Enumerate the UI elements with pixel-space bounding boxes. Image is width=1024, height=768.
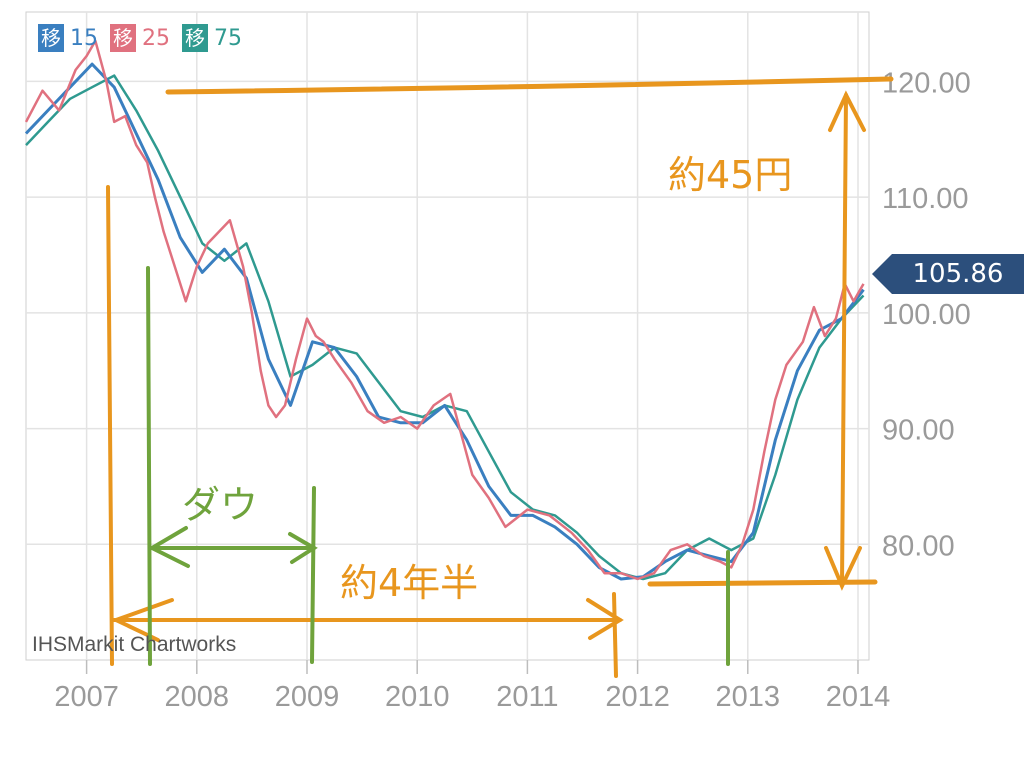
legend-item: 移 15 — [38, 24, 98, 52]
price-tag-shape — [872, 254, 1024, 294]
trough-line — [647, 579, 878, 587]
legend-item: 移 75 — [182, 24, 242, 52]
series-line-移15 — [24, 39, 865, 581]
x-tick-label: 2010 — [385, 681, 450, 713]
range-annotation: 約45円 — [668, 153, 792, 197]
y-tick-label: 120.00 — [882, 67, 971, 99]
x-tick-label: 2007 — [54, 681, 119, 713]
dow-annotation: ダウ — [182, 483, 258, 527]
dow-end-marker — [310, 486, 316, 664]
current-price-label: 105.86 — [912, 259, 1004, 289]
y-tick-label: 100.00 — [882, 299, 971, 331]
x-tick-label: 2011 — [496, 681, 558, 713]
y-tick-label: 90.00 — [882, 415, 955, 447]
duration-arrow-head-left — [110, 598, 174, 642]
legend-item: 移 25 — [110, 24, 170, 52]
x-tick-labels: 2007 2008 2009 2010 2011 2012 2013 2014 — [54, 681, 890, 713]
range-arrow-head-bottom — [824, 546, 862, 591]
legend-label: 25 — [142, 25, 170, 51]
dow-arrow-head-left — [147, 526, 190, 568]
legend-color-box: 移 — [110, 24, 136, 52]
duration-annotation: 約4年半 — [340, 561, 478, 605]
range-arrow-head-top — [828, 90, 866, 132]
duration-start-marker — [106, 185, 114, 666]
legend-color-box: 移 — [182, 24, 208, 52]
x-tick-label: 2009 — [275, 681, 340, 713]
current-price-tag: 105.86 — [872, 254, 1024, 294]
peak-line — [165, 76, 894, 95]
dow-arrow-head-right — [288, 532, 318, 564]
x-tick-label: 2008 — [165, 681, 230, 713]
x-tick-label: 2012 — [605, 681, 670, 713]
grid-lines — [26, 12, 869, 674]
series-layer — [24, 39, 865, 581]
chart-legend: 移 15 移 25 移 75 — [38, 24, 242, 52]
y-tick-label: 80.00 — [882, 530, 955, 562]
x-tick-label: 2013 — [716, 681, 781, 713]
duration-arrow-head-right — [586, 598, 624, 640]
series-line-移25 — [24, 62, 865, 581]
watermark: IHSMarkit Chartworks — [32, 633, 237, 656]
y-tick-labels: 80.00 90.00 100.00 110.00 120.00 — [882, 67, 971, 562]
duration-end-marker — [612, 592, 618, 678]
annotations: 約45円 約4年半 ダウ — [106, 76, 894, 678]
dow-start-marker — [146, 266, 152, 666]
legend-color-box: 移 — [38, 24, 64, 52]
y-tick-label: 110.00 — [882, 183, 969, 215]
legend-label: 75 — [214, 25, 242, 51]
legend-label: 15 — [70, 25, 98, 51]
range-arrow — [840, 93, 848, 586]
x-tick-label: 2014 — [826, 681, 891, 713]
